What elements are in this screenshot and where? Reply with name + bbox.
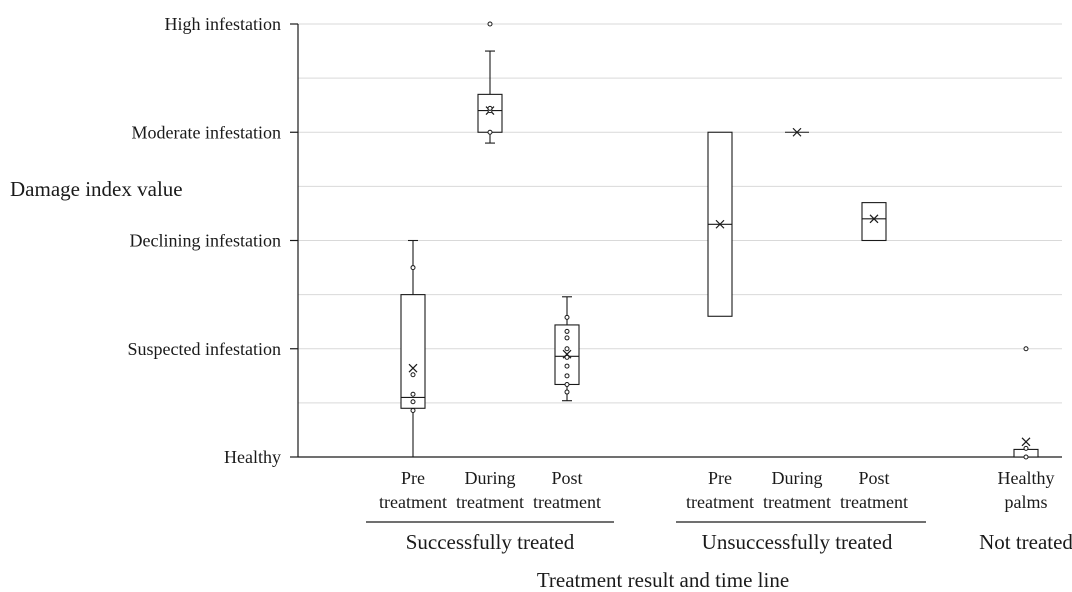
y-tick-label: Declining infestation [130,231,281,251]
group-labels: Successfully treated Unsuccessfully treat… [366,521,1072,554]
x-tick-label-line1: Post [551,468,582,488]
x-tick-label-line2: treatment [456,492,524,512]
group-label: Unsuccessfully treated [702,530,893,554]
data-point [410,391,416,397]
mean-marker [792,127,802,137]
data-point [564,389,570,395]
x-tick-label-line1: Healthy [998,468,1055,488]
data-point [1023,346,1029,352]
y-tick-label: Suspected infestation [128,339,281,359]
y-tick-label: Healthy [224,447,281,467]
box-body [400,294,426,409]
x-tick-label-line2: palms [1005,492,1048,512]
data-point [487,21,493,27]
box-series [400,21,1039,460]
x-tick-label-line2: treatment [533,492,601,512]
x-tick-label-line1: Pre [708,468,732,488]
data-point [410,399,416,405]
data-point [410,265,416,271]
y-tick-label: Moderate infestation [132,122,281,142]
y-tick-label: High infestation [165,14,281,34]
x-tick-label-line1: During [465,468,516,488]
mean-marker [869,214,879,224]
y-tick-labels: Healthy Suspected infestation Declining in… [128,14,281,467]
box-1 [477,21,503,144]
x-tick-label-line2: treatment [686,492,754,512]
data-point [564,363,570,369]
box-3 [707,131,733,317]
data-point [564,346,570,352]
data-point [564,328,570,334]
x-axis-title: Treatment result and time line [537,568,789,592]
data-point [410,372,416,378]
group-label: Not treated [979,530,1072,554]
mean-marker [715,219,725,229]
mean-marker [562,349,572,359]
box-5 [861,202,887,242]
x-tick-label-line1: During [772,468,823,488]
data-point [564,314,570,320]
group-label: Successfully treated [406,530,575,554]
data-point [564,354,570,360]
mean-marker [1021,437,1031,447]
box-4 [785,127,809,137]
x-tick-label-line2: treatment [840,492,908,512]
box-2 [554,296,580,402]
axes [290,23,1062,458]
data-point [487,129,493,135]
box-0 [400,239,426,457]
x-tick-label-line2: treatment [763,492,831,512]
x-tick-label-line2: treatment [379,492,447,512]
data-point [1023,445,1029,451]
box-body [477,93,503,133]
data-point [1023,454,1029,460]
x-tick-label-line1: Pre [401,468,425,488]
data-point [564,381,570,387]
box-6 [1013,346,1039,460]
box-body [861,202,887,242]
data-point [410,407,416,413]
data-point [487,105,493,111]
x-tick-labels: Pre treatment During treatment Post treatment… [379,468,1054,512]
data-point [564,335,570,341]
mean-marker [408,363,418,373]
data-point [564,373,570,379]
y-axis-title: Damage index value [10,177,183,201]
x-tick-label-line1: Post [858,468,889,488]
